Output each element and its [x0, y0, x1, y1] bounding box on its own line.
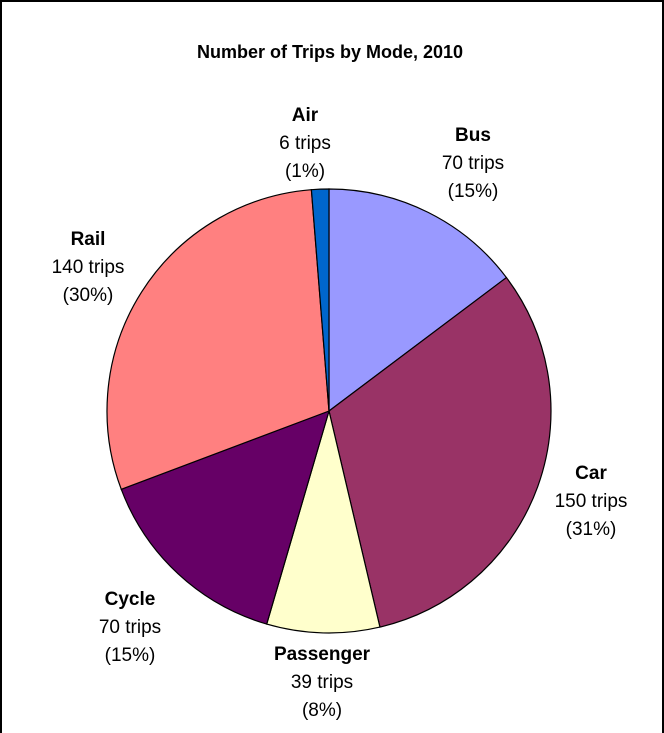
slice-value-label: 150 trips	[555, 491, 628, 512]
slice-percentage-label: (30%)	[63, 285, 114, 306]
slice-category-label: Bus	[455, 125, 491, 146]
slice-value-label: 39 trips	[291, 672, 353, 693]
slice-percentage-label: (8%)	[302, 700, 342, 721]
slice-category-label: Passenger	[274, 644, 371, 665]
slice-category-label: Air	[292, 105, 319, 126]
chart-title: Number of Trips by Mode, 2010	[197, 42, 463, 62]
slice-value-label: 70 trips	[442, 153, 504, 174]
pie-slice	[106, 189, 330, 491]
slice-category-label: Cycle	[105, 589, 156, 610]
slice-value-label: 140 trips	[52, 257, 125, 278]
slice-percentage-label: (15%)	[105, 645, 156, 666]
pie-slice	[310, 188, 330, 412]
slice-value-label: 70 trips	[99, 617, 161, 638]
slice-category-label: Car	[575, 463, 607, 484]
slice-percentage-label: (31%)	[566, 519, 617, 540]
pie-slice	[328, 188, 508, 413]
slice-value-label: 6 trips	[279, 133, 331, 154]
pie-slice	[120, 410, 330, 625]
pie-slice	[265, 408, 381, 634]
pie-slice	[328, 276, 552, 628]
slice-category-label: Rail	[71, 229, 106, 250]
slice-percentage-label: (15%)	[448, 181, 499, 202]
slice-percentage-label: (1%)	[285, 161, 325, 182]
